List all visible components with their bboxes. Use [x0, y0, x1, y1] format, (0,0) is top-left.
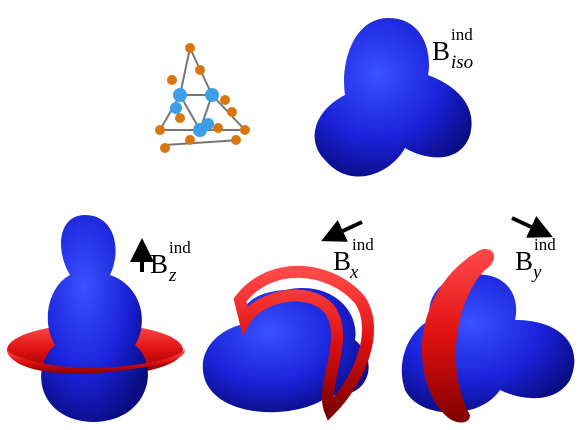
- label-base: B: [150, 249, 168, 279]
- x-isosurface: [203, 272, 369, 412]
- label-sub: z: [168, 265, 177, 286]
- label-sup: ind: [169, 238, 191, 257]
- label-sub: x: [349, 262, 359, 283]
- label-sup: ind: [352, 235, 374, 254]
- label-sub: iso: [451, 52, 473, 73]
- label-base: B: [515, 246, 533, 276]
- label-base: B: [333, 246, 351, 276]
- label-y: B ind y: [515, 235, 556, 283]
- y-arrow: [512, 218, 542, 232]
- label-iso: B ind iso: [432, 25, 473, 73]
- label-x: B ind x: [333, 235, 374, 283]
- y-isosurface: [402, 249, 575, 422]
- z-isosurface: [7, 215, 185, 422]
- figure: B ind iso B ind z B ind x B ind y: [0, 0, 580, 430]
- label-sup: ind: [534, 235, 556, 254]
- x-arrow: [332, 222, 362, 236]
- label-sub: y: [531, 262, 542, 283]
- label-sup: ind: [451, 25, 473, 44]
- label-z: B ind z: [150, 238, 191, 286]
- label-base: B: [432, 36, 450, 66]
- molecule: [155, 43, 250, 153]
